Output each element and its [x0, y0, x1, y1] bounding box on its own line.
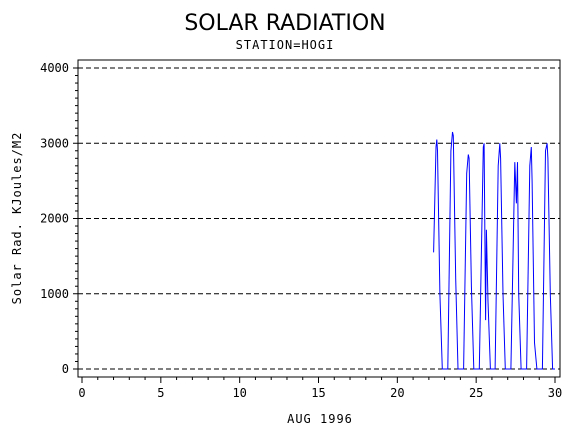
x-tick-label: 10	[232, 386, 246, 400]
solar-radiation-series-line	[433, 131, 555, 370]
y-axis-tick-labels: 0 1000 2000 3000 4000	[40, 61, 69, 376]
chart-subtitle: STATION=HOGI	[236, 38, 335, 52]
y-tick-label: 2000	[40, 212, 69, 226]
y-tick-label: 4000	[40, 61, 69, 75]
y-tick-label: 1000	[40, 287, 69, 301]
axis-ticks	[73, 67, 556, 383]
y-tick-label: 3000	[40, 136, 69, 150]
x-axis-label: AUG 1996	[287, 412, 353, 426]
x-axis-tick-labels: 0 5 10 15 20 25 30	[78, 386, 562, 400]
x-tick-label: 0	[78, 386, 85, 400]
plot-area	[73, 59, 561, 383]
x-tick-label: 25	[469, 386, 483, 400]
chart-title: SOLAR RADIATION	[184, 11, 385, 36]
x-tick-label: 5	[157, 386, 164, 400]
y-axis-label: Solar Rad. KJoules/M2	[10, 132, 24, 305]
x-tick-label: 20	[390, 386, 404, 400]
x-tick-label: 15	[311, 386, 325, 400]
y-tick-label: 0	[62, 362, 69, 376]
x-tick-label: 30	[548, 386, 562, 400]
series-layer	[433, 131, 555, 370]
gridlines	[78, 67, 560, 370]
